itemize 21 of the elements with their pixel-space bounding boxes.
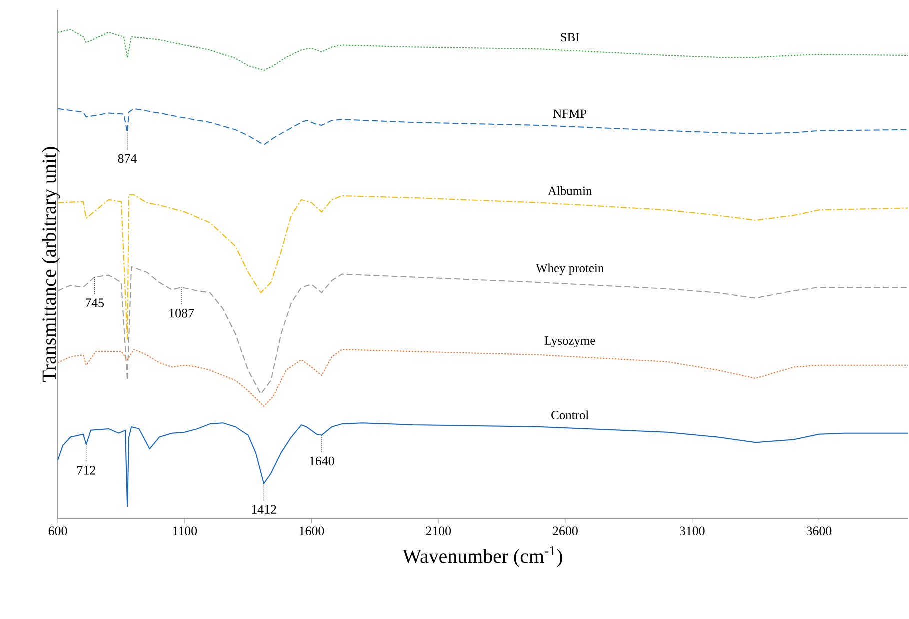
x-tick-label: 3600 [806,526,832,536]
x-tick-label: 2100 [426,526,452,536]
x-tick-label: 1100 [173,526,198,536]
annotation: 712 [78,466,96,475]
annotation: 1412 [252,505,276,514]
series-label: Control [552,410,589,420]
series-label: Albumin [548,186,592,196]
x-axis-title: Wavenumber (cm$^{-1}$) [402,546,562,568]
x-tick-label: 1600 [300,526,324,536]
annotation: 874 [118,154,138,164]
series-label: Whey protein [536,264,604,276]
x-tick-label: 3100 [680,526,705,536]
series-label: SBI [561,33,580,42]
x-tick-label: 600 [48,526,68,536]
series-label: NFMP [553,110,587,118]
y-axis-title: Transmittance (arbitrary unit) [42,147,60,382]
annotation: 745 [86,298,104,308]
annotation: 1640 [310,456,334,466]
x-tick-label: 2600 [553,526,578,536]
series-label: Lysozyme [544,336,596,348]
annotation: 1087 [170,309,194,318]
